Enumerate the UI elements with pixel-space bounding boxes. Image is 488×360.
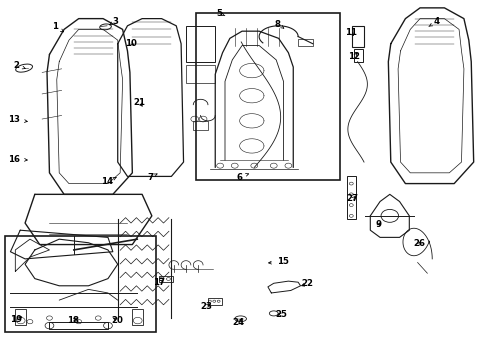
Bar <box>195 13 339 180</box>
Bar <box>353 49 362 62</box>
Bar <box>4 235 156 332</box>
Text: 10: 10 <box>125 39 137 48</box>
Bar <box>132 309 143 325</box>
Text: 12: 12 <box>347 52 360 61</box>
Text: 18: 18 <box>67 316 79 325</box>
Text: 14: 14 <box>101 177 116 186</box>
Text: 3: 3 <box>109 17 118 26</box>
Text: 2: 2 <box>13 61 25 70</box>
Bar <box>207 298 221 305</box>
Bar <box>158 276 173 282</box>
Bar <box>346 176 355 220</box>
Text: 1: 1 <box>52 22 63 32</box>
Bar <box>185 26 215 62</box>
Bar <box>15 309 26 325</box>
Text: 20: 20 <box>112 316 123 325</box>
Text: 16: 16 <box>8 155 27 164</box>
Text: 21: 21 <box>133 98 145 107</box>
Text: 8: 8 <box>274 19 283 28</box>
Text: 27: 27 <box>346 194 358 203</box>
Text: 23: 23 <box>200 302 212 311</box>
Text: 13: 13 <box>8 115 27 124</box>
Text: 22: 22 <box>300 279 312 288</box>
Text: 19: 19 <box>10 315 22 324</box>
Text: 26: 26 <box>412 239 424 248</box>
Text: 15: 15 <box>268 257 288 266</box>
Text: 4: 4 <box>428 17 439 27</box>
Bar <box>351 26 363 47</box>
Text: 5: 5 <box>216 9 224 18</box>
Text: 7: 7 <box>147 173 157 182</box>
Bar <box>185 65 215 83</box>
Text: 24: 24 <box>232 318 244 327</box>
Text: 25: 25 <box>275 310 286 319</box>
Text: 6: 6 <box>236 173 248 182</box>
Text: 9: 9 <box>375 220 381 229</box>
Text: 11: 11 <box>344 28 356 37</box>
Bar <box>193 121 207 130</box>
Text: 17: 17 <box>153 278 165 287</box>
Bar <box>298 39 312 45</box>
Bar <box>49 322 108 329</box>
